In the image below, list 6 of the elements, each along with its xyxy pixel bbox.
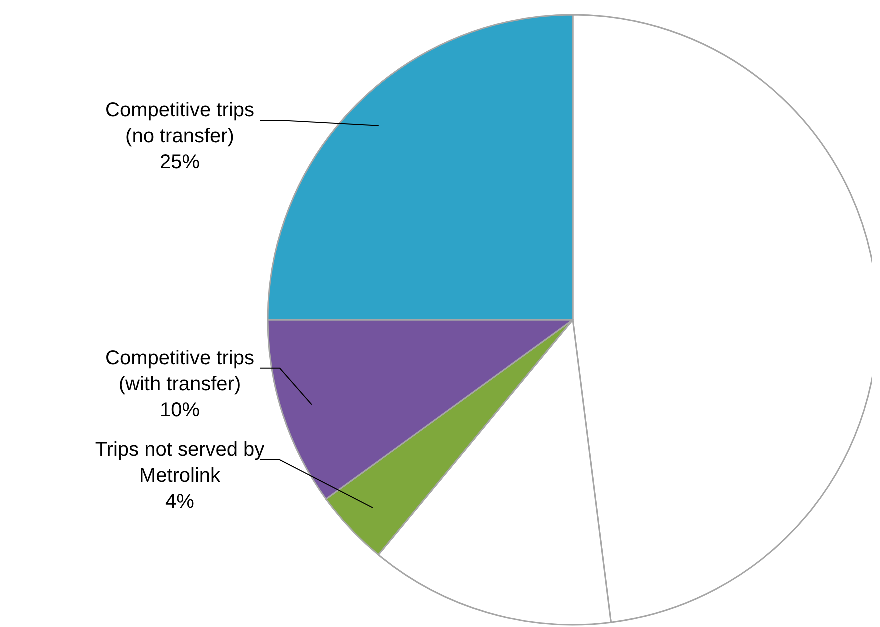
slice-label: Trips not served by Metrolink: [95, 439, 265, 488]
data-label: 4%: [166, 491, 195, 514]
slice-label: Competitive trips (with transfer): [106, 347, 254, 396]
slice-label: Competitive trips (no transfer): [106, 99, 254, 148]
data-label: 10%: [160, 399, 200, 422]
data-label: 25%: [160, 151, 200, 174]
